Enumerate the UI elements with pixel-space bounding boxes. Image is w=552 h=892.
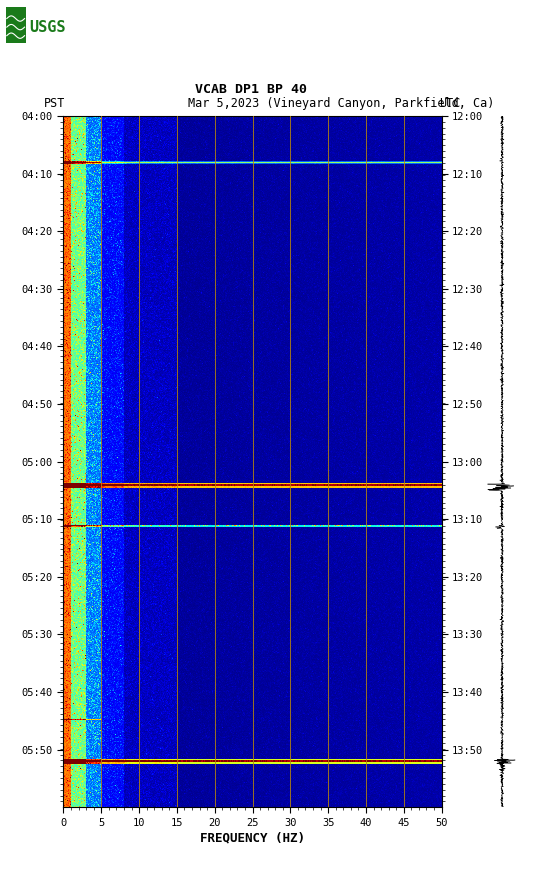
Text: Mar 5,2023 (Vineyard Canyon, Parkfield, Ca): Mar 5,2023 (Vineyard Canyon, Parkfield, … — [188, 96, 494, 110]
X-axis label: FREQUENCY (HZ): FREQUENCY (HZ) — [200, 832, 305, 845]
Text: UTC: UTC — [439, 96, 460, 110]
Text: VCAB DP1 BP 40: VCAB DP1 BP 40 — [195, 83, 307, 96]
Bar — [6, 7, 26, 43]
Text: PST: PST — [44, 96, 66, 110]
Text: USGS: USGS — [29, 20, 66, 35]
